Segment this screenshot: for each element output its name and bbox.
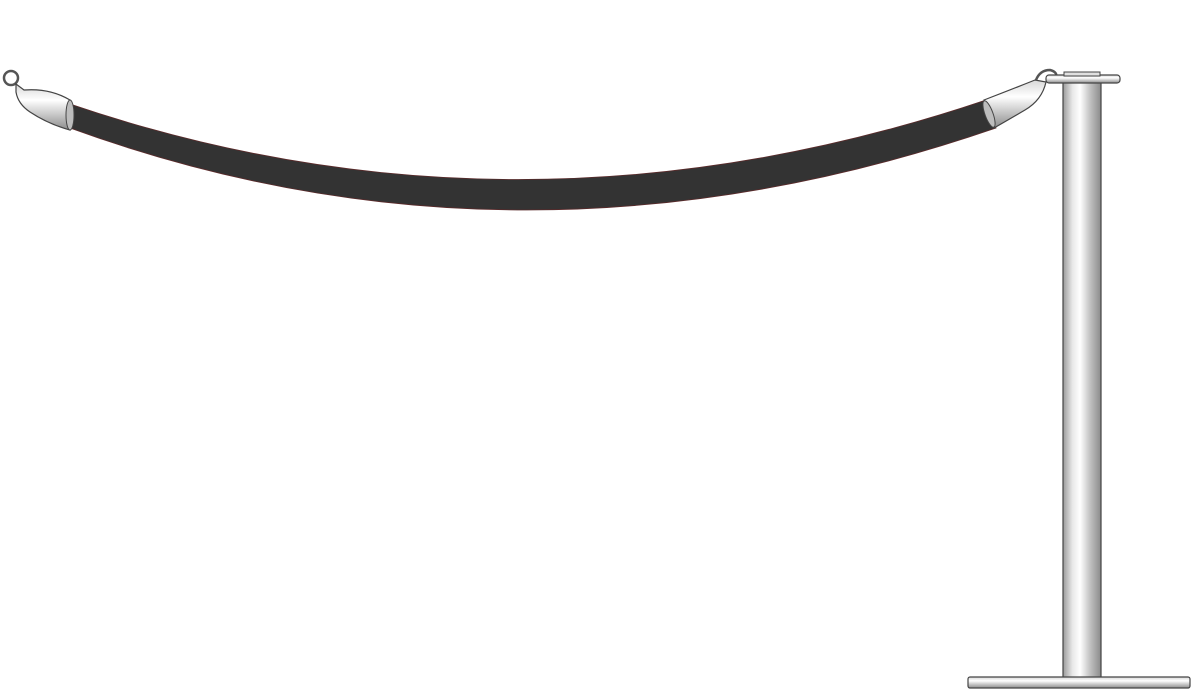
end-cap <box>15 82 71 131</box>
top-knob <box>1063 71 1101 77</box>
post <box>967 71 1191 689</box>
left-rope-end <box>2 69 75 131</box>
base <box>967 676 1191 689</box>
right-rope-end <box>982 68 1058 129</box>
rope <box>69 99 997 211</box>
cap-rim <box>982 100 996 128</box>
cap-rim <box>65 99 75 131</box>
pole <box>1062 81 1102 679</box>
hook-ring <box>2 69 20 87</box>
end-cap <box>983 79 1047 129</box>
